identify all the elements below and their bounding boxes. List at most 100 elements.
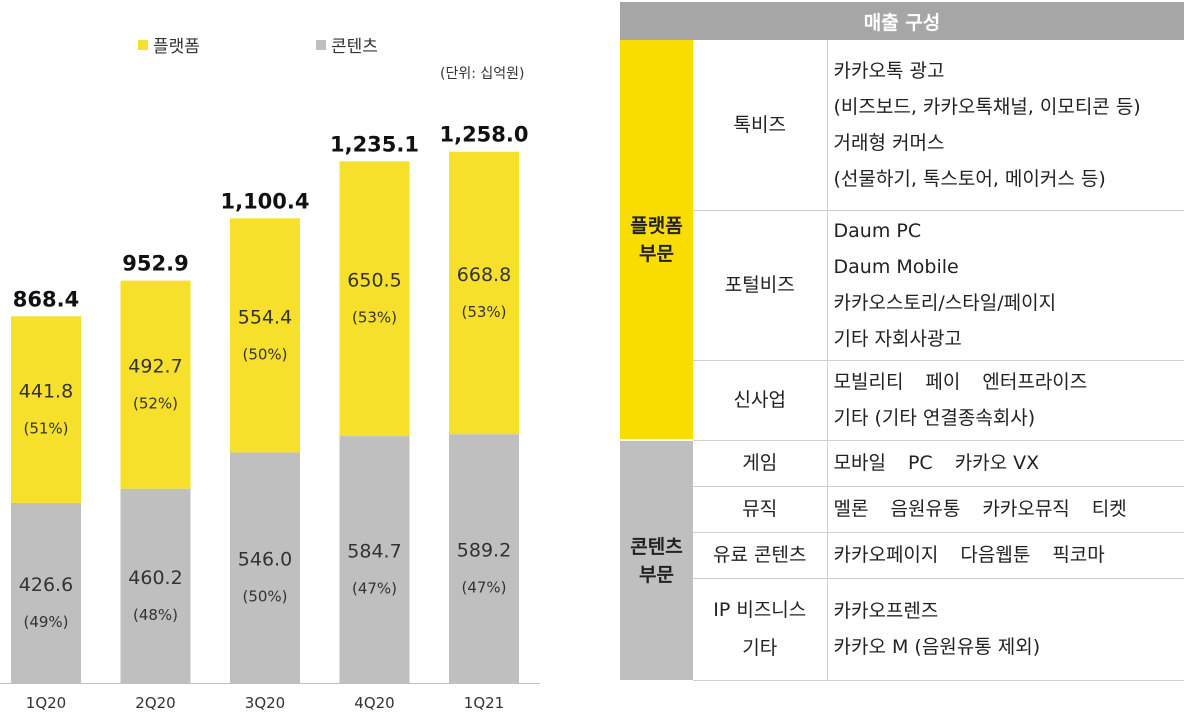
bar-platform [449,151,519,435]
description-line: 카카오페이지 다음웹툰 픽코마 [834,537,1185,573]
table-title: 매출 구성 [620,2,1184,40]
data-label-platform: 554.4 [238,306,292,328]
legend-swatch-platform [138,39,148,50]
subsegment-description: 카카오페이지 다음웹툰 픽코마 [827,532,1185,579]
total-label: 952.9 [122,252,188,276]
data-label-platform: 441.8 [19,381,73,403]
total-label: 1,235.1 [330,132,419,156]
data-label-content: 589.2 [457,540,511,562]
description-line: 모빌리티 페이 엔터프라이즈 [834,364,1185,400]
bar-platform [339,161,410,437]
subsegment-label: 포털비즈 [724,274,795,296]
share-label-content: (47%) [352,580,397,598]
description-item: 음원유통 [890,498,961,520]
legend-swatch-content [316,39,326,50]
bar-content [11,502,81,683]
description-item: 카카오페이지 [833,544,939,566]
description-line: 기타 자회사광고 [834,321,1185,357]
description-line: (선물하기, 톡스토어, 메이커스 등) [834,161,1185,197]
data-label-content: 426.6 [19,574,73,596]
description-line: 멜론 음원유통 카카오뮤직 티켓 [834,491,1185,527]
data-label-platform: 650.5 [347,270,401,292]
x-tick-label: 3Q20 [245,694,285,712]
description-item: 카카오톡 광고 [833,59,945,82]
description-line: 카카오스토리/스타일/페이지 [834,285,1185,321]
subsegment-name: 톡비즈 [693,40,828,211]
segment-name-name_line1: 콘텐츠 [630,535,683,558]
subsegment-description: 카카오톡 광고 (비즈보드, 카카오톡채널, 이모티콘 등) 거래형 커머스 (선물하… [827,40,1185,211]
data-label-content: 546.0 [238,549,292,571]
share-label-content: (47%) [461,579,506,597]
description-line: Daum Mobile [834,249,1185,285]
description-item: 기타 자회사광고 [833,328,962,350]
share-label-platform: (53%) [461,303,506,321]
subsegment-description: 모빌리티 페이 엔터프라이즈 기타 (기타 연결종속회사) [827,360,1185,441]
description-line: 카카오프렌즈 [834,593,1185,629]
subsegment-name: 뮤직 [693,486,828,533]
stacked-bar-chart: 426.6 (49%) 441.8 (51%) 868.4 1Q20 460.2 (48%) 4… [0,123,540,712]
subsegment-label: 기타 [742,637,778,659]
legend-label-platform: 플랫폼 [153,37,200,57]
data-label-content: 460.2 [128,567,182,589]
subsegment-label: 톡비즈 [733,113,786,136]
share-label-platform: (53%) [352,309,397,327]
description-item: Daum PC [833,220,922,242]
data-label-content: 584.7 [347,541,401,563]
description-item: 카카오프렌즈 [833,600,939,622]
description-line: 기타 (기타 연결종속회사) [834,400,1185,436]
bar-content [339,436,410,683]
share-label-platform: (51%) [23,420,68,438]
description-item: 모바일 [833,452,886,474]
x-tick-label: 1Q20 [26,694,66,712]
description-item: 카카오스토리/스타일/페이지 [833,292,1057,314]
bar-platform [11,316,81,503]
description-item: 페이 [925,371,961,393]
segment-name-name_line1: 플랫폼 [630,214,683,237]
description-item: (비즈보드, 카카오톡채널, 이모티콘 등) [833,95,1141,118]
table-row: 뮤직 멜론 음원유통 카카오뮤직 티켓 [620,486,1185,533]
share-label-platform: (52%) [133,395,178,413]
subsegment-label: 유료 콘텐츠 [713,544,807,566]
description-item: 거래형 커머스 [833,131,945,154]
description-line: 거래형 커머스 [834,125,1185,161]
description-item: Daum Mobile [833,256,959,278]
subsegment-name: 포털비즈 [693,210,828,361]
share-label-platform: (50%) [242,345,287,363]
description-item: 기타 (기타 연결종속회사) [833,407,1036,429]
subsegment-name: 게임 [693,440,828,487]
description-item: PC [907,452,933,474]
share-label-content: (48%) [133,606,178,624]
data-label-platform: 668.8 [457,264,511,286]
description-item: 카카오뮤직 [982,498,1070,520]
subsegment-name: 유료 콘텐츠 [693,532,828,579]
legend-item-content: 콘텐츠 [316,32,378,57]
description-line: 카카오 M (음원유통 제외) [834,629,1185,665]
x-tick-label: 4Q20 [354,694,394,712]
subsegment-description: 모바일 PC 카카오 VX [827,440,1184,487]
subsegment-label: 뮤직 [742,498,778,520]
bar-content [449,434,519,683]
total-label: 868.4 [13,287,79,311]
x-tick-label: 1Q21 [464,694,504,712]
description-item: (선물하기, 톡스토어, 메이커스 등) [833,167,1106,190]
description-item: 카카오 M (음원유통 제외) [833,636,1041,658]
legend-item-platform: 플랫폼 [138,32,200,57]
subsegment-label: 신사업 [733,389,786,411]
segment-name-name_line2: 부문 [639,563,674,586]
total-label: 1,100.4 [220,189,309,213]
table-row: 유료 콘텐츠 카카오페이지 다음웹툰 픽코마 [620,532,1185,579]
data-label-platform: 492.7 [128,356,182,378]
share-label-content: (49%) [23,613,68,631]
segment-name-name_line2: 부문 [639,242,674,265]
bar-content [230,452,300,683]
description-item: 엔터프라이즈 [982,371,1088,393]
bar-platform [120,280,191,489]
bar-content [120,488,191,683]
